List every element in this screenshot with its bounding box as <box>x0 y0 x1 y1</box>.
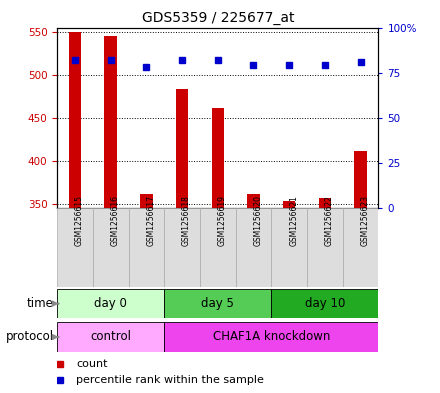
Bar <box>271 289 378 318</box>
Bar <box>164 322 378 352</box>
Bar <box>200 208 236 287</box>
Text: day 10: day 10 <box>304 297 345 310</box>
Bar <box>354 151 367 208</box>
Bar <box>307 208 343 287</box>
Bar <box>176 89 188 208</box>
Bar <box>236 208 271 287</box>
Text: GSM1256616: GSM1256616 <box>111 195 120 246</box>
Bar <box>104 36 117 208</box>
Bar <box>140 194 153 208</box>
Text: control: control <box>90 331 131 343</box>
Bar <box>164 208 200 287</box>
Text: count: count <box>77 358 108 369</box>
Text: GSM1256622: GSM1256622 <box>325 195 334 246</box>
Text: GSM1256623: GSM1256623 <box>360 195 370 246</box>
Bar <box>57 322 164 352</box>
Title: GDS5359 / 225677_at: GDS5359 / 225677_at <box>142 11 294 25</box>
Bar <box>57 208 93 287</box>
Text: GSM1256621: GSM1256621 <box>289 195 298 246</box>
Bar <box>69 32 81 208</box>
Bar <box>283 201 295 208</box>
Text: GSM1256617: GSM1256617 <box>147 195 155 246</box>
Text: GSM1256620: GSM1256620 <box>253 195 263 246</box>
Bar <box>57 289 164 318</box>
Text: CHAF1A knockdown: CHAF1A knockdown <box>213 331 330 343</box>
Bar <box>271 208 307 287</box>
Bar <box>164 289 271 318</box>
Text: day 0: day 0 <box>94 297 127 310</box>
Text: protocol: protocol <box>6 331 54 343</box>
Text: day 5: day 5 <box>202 297 234 310</box>
Bar <box>212 108 224 208</box>
Text: GSM1256618: GSM1256618 <box>182 195 191 246</box>
Bar <box>319 198 331 208</box>
Bar <box>128 208 164 287</box>
Text: percentile rank within the sample: percentile rank within the sample <box>77 375 264 385</box>
Bar <box>93 208 128 287</box>
Text: GSM1256619: GSM1256619 <box>218 195 227 246</box>
Text: time: time <box>27 297 54 310</box>
Text: GSM1256615: GSM1256615 <box>75 195 84 246</box>
Bar <box>343 208 378 287</box>
Bar <box>247 194 260 208</box>
